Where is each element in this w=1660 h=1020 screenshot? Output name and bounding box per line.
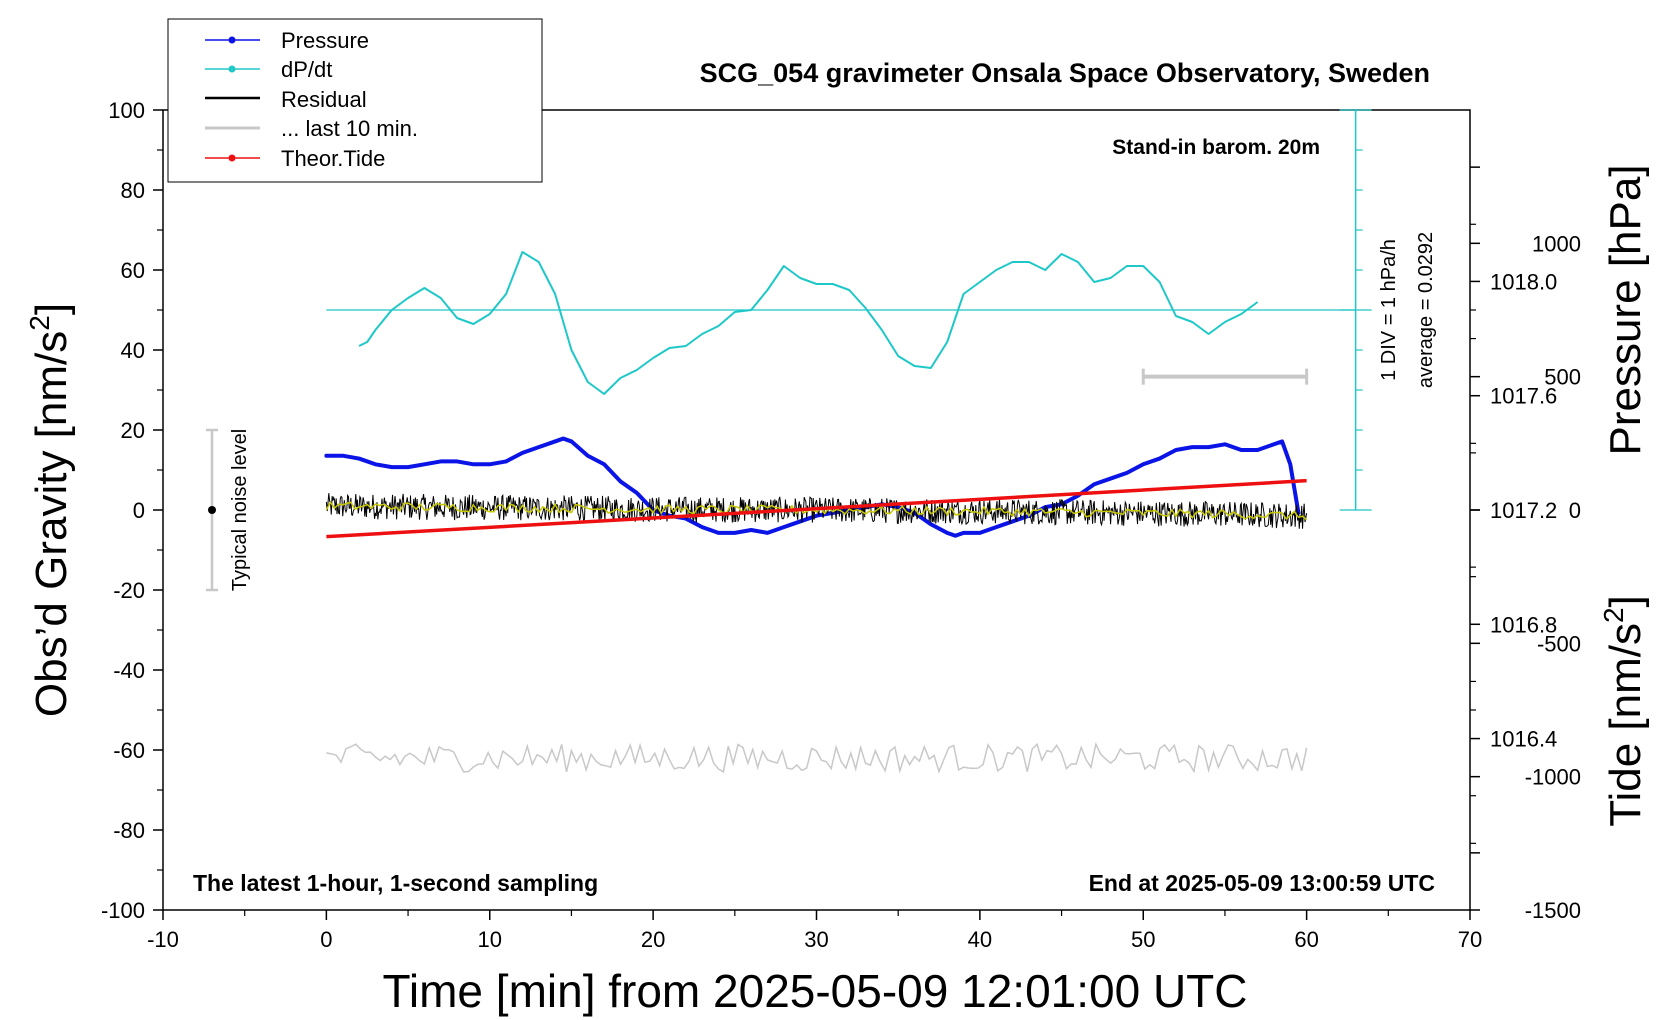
y-left-tick-label: 40 xyxy=(121,338,145,363)
sampling-label: The latest 1-hour, 1-second sampling xyxy=(193,870,598,896)
noise-label: Typical noise level xyxy=(229,429,251,591)
y-axis-left-label: Obs’d Gravity [nm/s2] xyxy=(24,303,76,717)
legend-label-last10: ... last 10 min. xyxy=(281,116,418,141)
legend-box xyxy=(167,18,543,183)
x-axis-ticks: -10 0 10 20 30 40 50 60 70 xyxy=(147,910,1482,952)
x-tick-label: 30 xyxy=(804,927,828,952)
y-axis-left-ticks: -100 -80 -60 -40 -20 0 20 40 60 80 100 xyxy=(101,98,163,923)
x-tick-label: 10 xyxy=(478,927,502,952)
dpdt-line xyxy=(358,251,1259,395)
y-pressure-tick-label: 1018.0 xyxy=(1490,269,1557,294)
y-axis-pressure-ticks: 1016.4 1016.8 1017.2 1017.6 1018.0 xyxy=(1470,166,1557,854)
residual-line xyxy=(325,493,1308,529)
legend-marker-pressure xyxy=(228,36,236,44)
y-tide-tick-label: -1500 xyxy=(1525,898,1581,923)
legend-label-residual: Residual xyxy=(281,87,367,112)
legend-marker-tide xyxy=(228,154,236,162)
noise-bar-center-dot xyxy=(208,506,217,514)
tide-line xyxy=(326,478,1307,539)
x-tick-label: 0 xyxy=(320,927,332,952)
y-tide-tick-label: -1000 xyxy=(1525,765,1581,790)
y-left-tick-label: 0 xyxy=(133,498,145,523)
y-pressure-tick-label: 1017.2 xyxy=(1490,498,1557,523)
y-left-tick-label: 80 xyxy=(121,178,145,203)
barometer-label: Stand-in barom. 20m xyxy=(1112,136,1320,159)
y-pressure-tick-label: 1017.6 xyxy=(1490,384,1557,409)
y-axis-tide-label: Tide [nm/s2] xyxy=(1598,595,1650,827)
x-tick-label: 50 xyxy=(1131,927,1155,952)
y-left-tick-label: 100 xyxy=(108,98,145,123)
x-tick-label: 60 xyxy=(1294,927,1318,952)
y-left-tick-label: -80 xyxy=(113,818,145,843)
y-left-tick-label: -40 xyxy=(113,658,145,683)
y-left-tick-label: -20 xyxy=(113,578,145,603)
chart-title: SCG_054 gravimeter Onsala Space Observat… xyxy=(700,58,1430,88)
x-tick-label: 70 xyxy=(1458,927,1482,952)
legend-label-dpdt: dP/dt xyxy=(281,57,332,82)
y-axis-tide-ticks: -1500 -1000 -500 0 500 1000 xyxy=(1470,231,1581,923)
legend-label-pressure: Pressure xyxy=(281,28,369,53)
series-layer xyxy=(206,251,1356,774)
x-tick-label: -10 xyxy=(147,927,179,952)
dpdt-scale-label: 1 DIV = 1 hPa/h xyxy=(1378,239,1400,381)
x-axis-label: Time [min] from 2025-05-09 12:01:00 UTC xyxy=(383,965,1248,1017)
y-pressure-tick-label: 1016.4 xyxy=(1490,727,1557,752)
y-left-tick-label: 20 xyxy=(121,418,145,443)
y-pressure-tick-label: 1016.8 xyxy=(1490,612,1557,637)
y-tide-tick-label: -500 xyxy=(1537,631,1581,656)
lower-grey-trace xyxy=(326,741,1308,774)
legend-label-tide: Theor.Tide xyxy=(281,146,385,171)
x-tick-label: 40 xyxy=(968,927,992,952)
y-left-tick-label: 60 xyxy=(121,258,145,283)
residual-smoothed-line xyxy=(325,500,1308,521)
legend: Pressure dP/dt Residual ... last 10 min.… xyxy=(167,18,543,183)
end-time-label: End at 2025-05-09 13:00:59 UTC xyxy=(1089,870,1435,896)
legend-marker-dpdt xyxy=(228,65,236,73)
x-tick-label: 20 xyxy=(641,927,665,952)
y-left-tick-label: -100 xyxy=(101,898,145,923)
y-left-tick-label: -60 xyxy=(113,738,145,763)
y-tide-tick-label: 0 xyxy=(1569,498,1581,523)
y-axis-pressure-label: Pressure [hPa] xyxy=(1601,164,1650,455)
y-tide-tick-label: 500 xyxy=(1544,365,1581,390)
dpdt-average-label: average = 0.0292 xyxy=(1415,232,1437,388)
y-tide-tick-label: 1000 xyxy=(1532,231,1581,256)
